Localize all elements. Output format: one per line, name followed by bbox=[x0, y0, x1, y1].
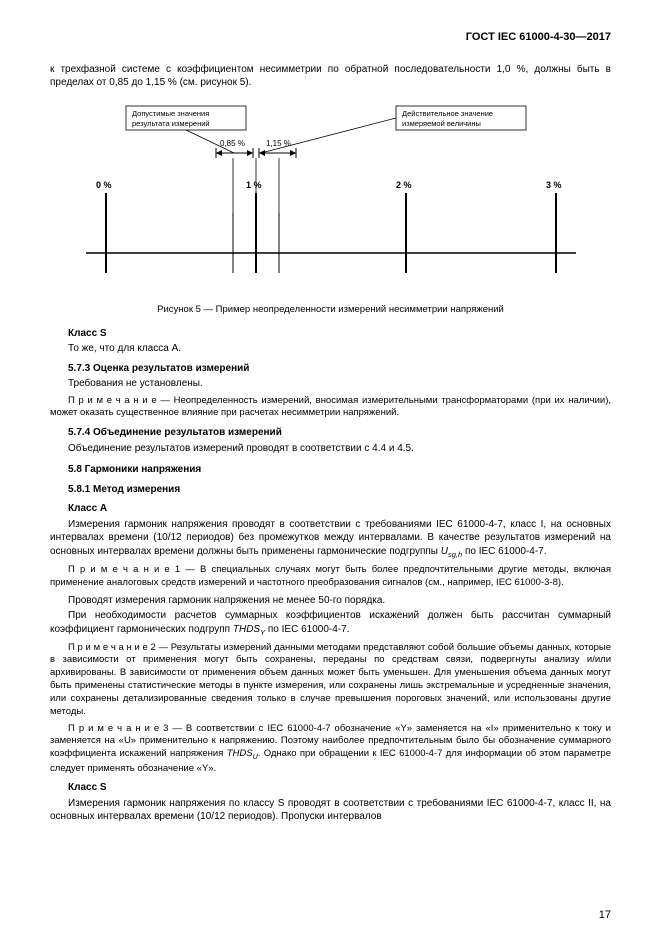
section-5-8-1-p4: Измерения гармоник напряжения по классу … bbox=[50, 797, 611, 824]
section-5-7-4-title: 5.7.4 Объединение результатов измерений bbox=[50, 426, 611, 440]
section-5-8-1-p3: При необходимости расчетов суммарных коэ… bbox=[50, 609, 611, 638]
figure-5-diagram: 0 % 1 % 2 % 3 % 0,85 % 1,15 % Допустимые… bbox=[66, 98, 596, 298]
section-5-8-1-note3: П р и м е ч а н и е 3 — В соответствии с… bbox=[50, 723, 611, 776]
figure-5-caption: Рисунок 5 — Пример неопределенности изме… bbox=[50, 304, 611, 317]
svg-text:1 %: 1 % bbox=[246, 180, 262, 190]
svg-text:Допустимые значения: Допустимые значения bbox=[132, 109, 209, 118]
class-s-label-1: Класс S bbox=[50, 327, 611, 341]
doc-header: ГОСТ IEC 61000-4-30—2017 bbox=[50, 30, 611, 45]
section-5-8-title: 5.8 Гармоники напряжения bbox=[50, 463, 611, 477]
section-5-8-1-p1: Измерения гармоник напряжения проводят в… bbox=[50, 518, 611, 560]
text: по IEC 61000-4-7. bbox=[265, 624, 349, 635]
section-5-8-1-title: 5.8.1 Метод измерения bbox=[50, 483, 611, 497]
section-5-7-3-title: 5.7.3 Оценка результатов измерений bbox=[50, 362, 611, 376]
symbol-thdsy: THDSY bbox=[233, 624, 265, 635]
section-5-7-3-body: Требования не установлены. bbox=[50, 377, 611, 391]
text: по IEC 61000-4-7. bbox=[462, 546, 546, 557]
section-5-8-1-note2: П р и м е ч а н и е 2 — Результаты измер… bbox=[50, 642, 611, 719]
svg-text:2 %: 2 % bbox=[396, 180, 412, 190]
class-s-label-2: Класс S bbox=[50, 781, 611, 795]
svg-text:3 %: 3 % bbox=[546, 180, 562, 190]
page-number: 17 bbox=[599, 908, 611, 923]
svg-text:0 %: 0 % bbox=[96, 180, 112, 190]
symbol-thdsu: THDSU bbox=[227, 748, 258, 759]
svg-text:результата измерений: результата измерений bbox=[132, 119, 210, 128]
svg-text:1,15 %: 1,15 % bbox=[266, 139, 291, 148]
svg-text:Действительное значение: Действительное значение bbox=[402, 109, 493, 118]
svg-text:измеряемой величины: измеряемой величины bbox=[402, 119, 481, 128]
class-s-body-1: То же, что для класса A. bbox=[50, 342, 611, 356]
class-a-label: Класс A bbox=[50, 502, 611, 516]
symbol-usgh: Usg,h bbox=[441, 546, 462, 557]
page: ГОСТ IEC 61000-4-30—2017 к трехфазной си… bbox=[0, 0, 661, 935]
section-5-8-1-p2: Проводят измерения гармоник напряжения н… bbox=[50, 594, 611, 608]
svg-text:0,85 %: 0,85 % bbox=[220, 139, 245, 148]
section-5-8-1-note1: П р и м е ч а н и е 1 — В специальных сл… bbox=[50, 564, 611, 590]
section-5-7-3-note: П р и м е ч а н и е — Неопределенность и… bbox=[50, 395, 611, 421]
intro-paragraph: к трехфазной системе с коэффициентом нес… bbox=[50, 63, 611, 90]
section-5-7-4-body: Объединение результатов измерений провод… bbox=[50, 442, 611, 456]
